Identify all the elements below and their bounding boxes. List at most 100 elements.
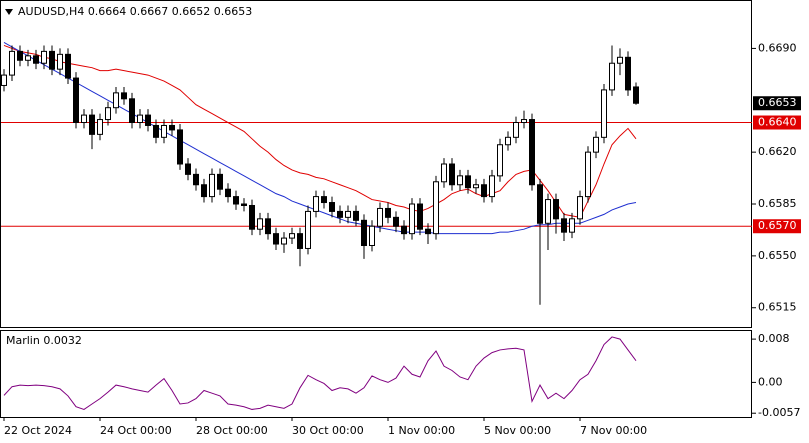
candle-body (97, 119, 103, 135)
candle-body (281, 237, 287, 245)
main-panel (0, 0, 752, 328)
candle-body (377, 207, 383, 227)
price-label-box (753, 96, 801, 111)
x-tick-label: 28 Oct 00:00 (196, 424, 268, 437)
candle-body (1, 74, 7, 86)
y-tick-label: 0.6515 (758, 301, 797, 314)
x-tick-label: 7 Nov 00:00 (580, 424, 647, 437)
candle-body (433, 181, 439, 235)
price-label: 0.6653 (758, 96, 797, 109)
candle-body (545, 199, 551, 224)
candle-body (105, 107, 111, 121)
candle-body (233, 196, 239, 205)
indicator-line (3, 42, 637, 235)
candle-body (273, 233, 279, 245)
candle-body (193, 173, 199, 186)
candle-body (89, 114, 95, 135)
candle-body (137, 114, 143, 124)
x-tick-label: 30 Oct 00:00 (292, 424, 364, 437)
candle-body (577, 196, 583, 220)
x-tick-label: 22 Oct 2024 (4, 424, 72, 437)
y-tick-label: 0.6690 (758, 41, 797, 54)
candle-body (473, 184, 479, 189)
candle-body (561, 218, 567, 233)
x-tick-label: 1 Nov 00:00 (388, 424, 455, 437)
candle-body (353, 210, 359, 221)
candle-body (73, 77, 79, 124)
x-tick-label: 24 Oct 00:00 (100, 424, 172, 437)
candle-body (65, 53, 71, 79)
candle-body (601, 89, 607, 138)
y-tick-label: 0.6550 (758, 249, 797, 262)
candle-body (593, 136, 599, 153)
candle-body (25, 55, 31, 61)
candle-body (401, 225, 407, 235)
candle-body (185, 163, 191, 175)
candle-body (257, 218, 263, 230)
candle-body (129, 98, 135, 124)
candle-body (121, 92, 127, 100)
candle-body (209, 173, 215, 198)
candle-body (153, 124, 159, 138)
candle-body (393, 216, 399, 227)
candle-body (585, 151, 591, 198)
candle-body (417, 203, 423, 230)
candle-body (609, 62, 615, 91)
candle-body (521, 119, 527, 124)
candle-body (505, 136, 511, 146)
candle-body (441, 163, 447, 183)
candle-body (313, 196, 319, 212)
candle-body (481, 184, 487, 198)
candle-body (249, 204, 255, 230)
y-tick-label: 0.00 (758, 375, 783, 388)
level-label-box (753, 219, 801, 234)
candle-body (305, 210, 311, 249)
candle-body (113, 92, 119, 109)
candle-body (161, 124, 167, 138)
candle-body (321, 196, 327, 204)
candle-body (553, 199, 559, 220)
candle-body (41, 50, 47, 64)
level-label: 0.6640 (758, 116, 797, 129)
candle-body (497, 144, 503, 177)
candle-body (361, 219, 367, 247)
candle-body (33, 55, 39, 64)
candle-body (345, 210, 351, 218)
candle-body (529, 119, 535, 186)
candle-body (17, 50, 23, 61)
candle-body (337, 210, 343, 218)
candle-body (513, 122, 519, 138)
menu-triangle (5, 9, 13, 15)
candle-body (569, 218, 575, 233)
candle-body (617, 56, 623, 64)
candle-body (57, 53, 63, 70)
candle-body (225, 188, 231, 198)
candle-body (329, 202, 335, 212)
candle-body (241, 203, 247, 206)
level-label: 0.6570 (758, 219, 797, 232)
y-tick-label: 0.6620 (758, 145, 797, 158)
candle-body (169, 124, 175, 131)
candle-body (385, 207, 391, 218)
candle-body (297, 233, 303, 249)
candle-body (49, 50, 55, 70)
candle-body (177, 129, 183, 165)
candle-body (449, 163, 455, 186)
candle-body (425, 228, 431, 235)
candle-body (457, 175, 463, 186)
y-tick-label: -0.0057 (758, 406, 800, 419)
candle-body (465, 175, 471, 189)
candle-body (633, 86, 639, 104)
candle-body (409, 203, 415, 235)
candle-body (289, 233, 295, 239)
candle-body (625, 56, 631, 91)
sub-panel (0, 330, 752, 418)
y-tick-label: 0.008 (758, 332, 790, 345)
candle-body (369, 225, 375, 246)
candle-body (537, 184, 543, 224)
candle-body (9, 50, 15, 76)
candle-body (489, 175, 495, 198)
candle-body (265, 218, 271, 235)
indicator-title: Marlin 0.0032 (6, 334, 82, 347)
